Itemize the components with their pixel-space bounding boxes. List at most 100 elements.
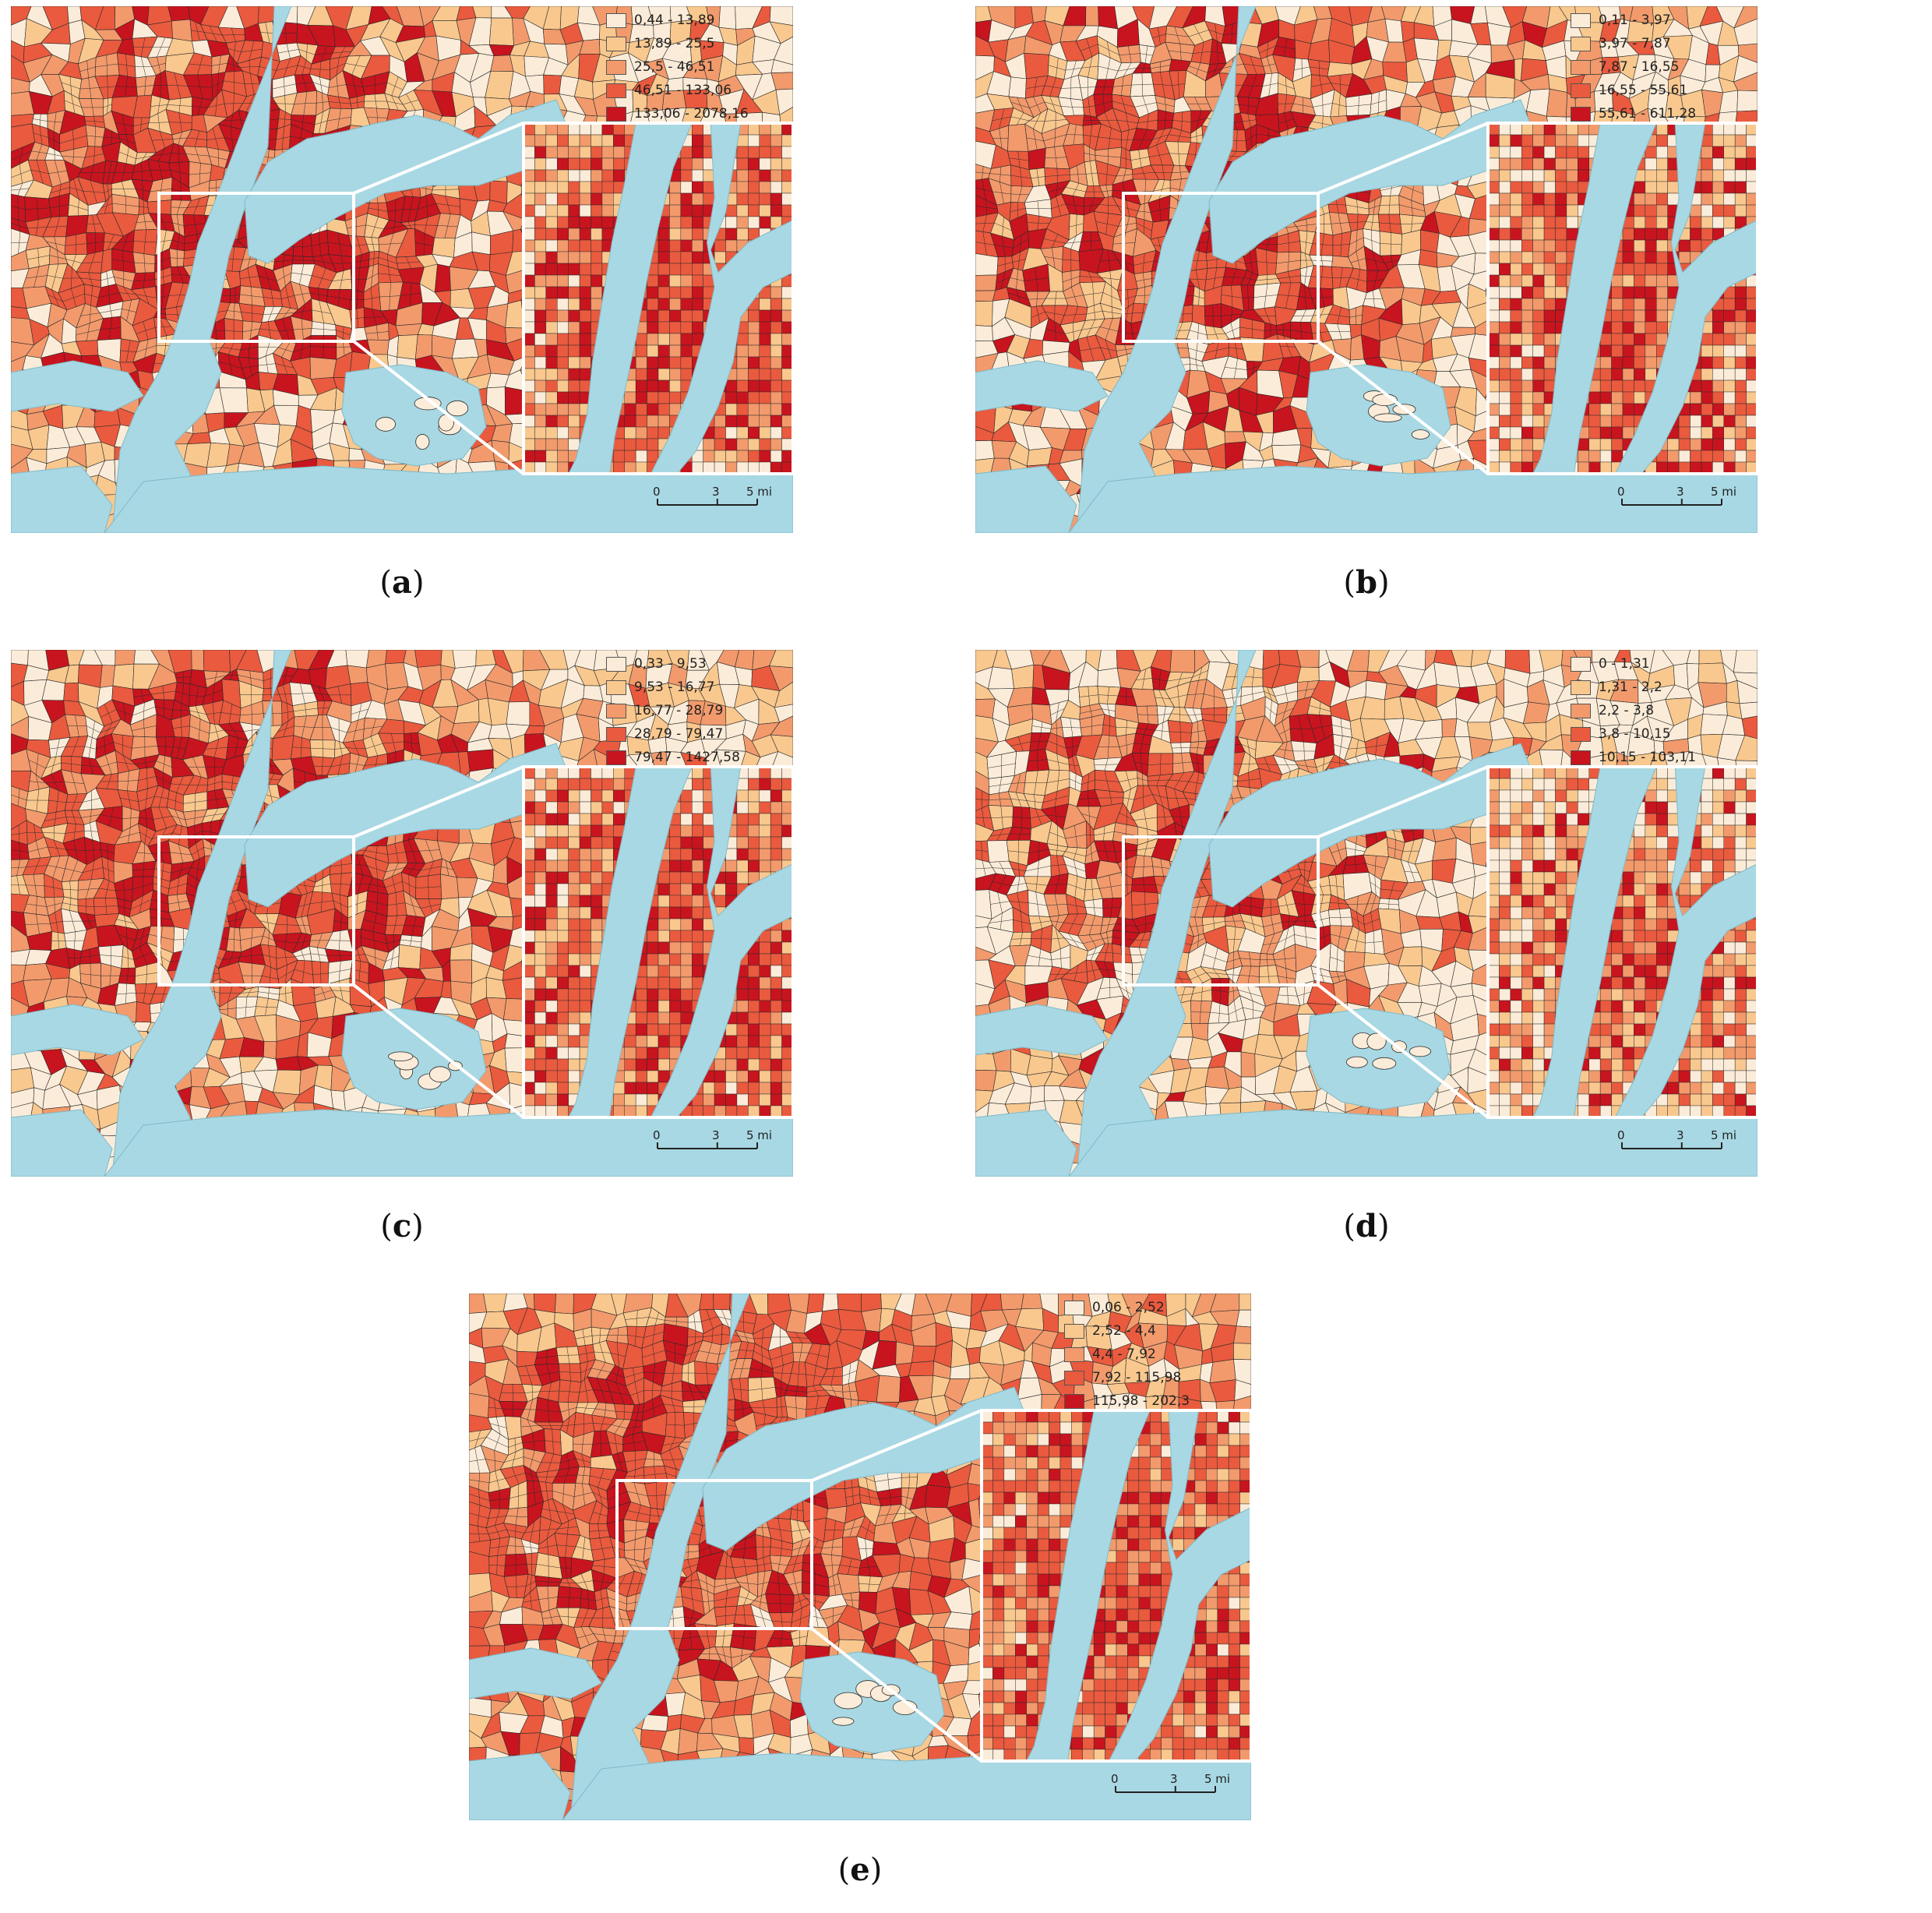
inset-tract <box>748 310 759 322</box>
inset-tract <box>782 205 793 217</box>
inset-tract <box>1612 322 1623 334</box>
inset-tract <box>1623 427 1634 439</box>
inset-tract <box>1499 275 1510 287</box>
inset-tract <box>557 182 568 193</box>
inset-tract <box>569 205 580 217</box>
inset-tract <box>625 415 636 427</box>
inset-tract <box>1521 263 1532 275</box>
inset-tract <box>692 170 703 182</box>
inset-tract <box>1488 263 1499 275</box>
census-tract <box>11 650 28 665</box>
inset-tract <box>1511 392 1521 404</box>
inset-tract <box>1533 298 1544 310</box>
inset-tract <box>1533 345 1544 357</box>
census-tract <box>367 340 389 355</box>
inset-tract <box>1690 404 1701 415</box>
legend-label: 46,51 - 133,06 <box>634 83 732 98</box>
inset-tract <box>1690 450 1701 462</box>
inset-tract <box>770 205 781 217</box>
inset-tract <box>524 450 534 462</box>
inset-tract <box>1701 170 1712 182</box>
inset-tract <box>1521 217 1532 228</box>
inset-tract <box>1521 135 1532 146</box>
inset-tract <box>580 287 591 298</box>
inset-tract <box>1735 427 1746 439</box>
inset-tract <box>1612 369 1623 380</box>
island <box>1412 430 1429 439</box>
inset-tract <box>1511 135 1521 146</box>
inset-tract <box>782 415 793 427</box>
inset-tract <box>1668 450 1679 462</box>
inset-tract <box>1533 263 1544 275</box>
inset-tract <box>1623 263 1634 275</box>
inset-tract <box>546 427 557 439</box>
inset-tract <box>1701 462 1712 474</box>
inset-tract <box>1578 439 1588 450</box>
inset-tract <box>1499 205 1510 217</box>
inset-tract <box>625 450 636 462</box>
inset-tract <box>1747 392 1757 404</box>
inset-tract <box>534 439 545 450</box>
inset-tract <box>557 228 568 240</box>
inset-tract <box>569 240 580 252</box>
inset-tract <box>658 345 669 357</box>
inset-tract <box>524 182 534 193</box>
census-tract <box>397 335 418 360</box>
inset-tract <box>1600 380 1611 392</box>
inset-tract <box>1645 193 1656 205</box>
inset-tract <box>580 240 591 252</box>
inset-tract <box>726 439 737 450</box>
inset-tract <box>1679 240 1690 252</box>
inset-tract <box>782 182 793 193</box>
inset-tract <box>1488 135 1499 146</box>
inset-tract <box>748 345 759 357</box>
inset-tract <box>1701 427 1712 439</box>
inset-tract <box>1578 170 1588 182</box>
inset-tract <box>714 450 725 462</box>
inset-tract <box>1488 170 1499 182</box>
inset-tract <box>534 427 545 439</box>
inset-tract <box>580 322 591 334</box>
inset-tract <box>669 310 680 322</box>
inset-tract <box>613 170 624 182</box>
inset-tract <box>1701 334 1712 345</box>
census-tract <box>1737 90 1757 111</box>
inset-tract <box>770 450 781 462</box>
inset-tract <box>1511 439 1521 450</box>
inset-tract <box>546 240 557 252</box>
inset-tract <box>1567 170 1578 182</box>
census-tract <box>491 55 513 72</box>
inset-tract <box>737 228 748 240</box>
inset-tract <box>1712 170 1723 182</box>
inset-tract <box>760 205 770 217</box>
inset-tract <box>1623 298 1634 310</box>
inset-tract <box>1499 462 1510 474</box>
inset-tract <box>748 427 759 439</box>
inset-tract <box>580 193 591 205</box>
inset-tract <box>1511 170 1521 182</box>
inset-tract <box>1533 357 1544 369</box>
inset-tract <box>1533 334 1544 345</box>
inset-tract <box>546 392 557 404</box>
inset-tract <box>1656 146 1667 158</box>
inset-tract <box>1724 404 1735 415</box>
inset-tract <box>580 182 591 193</box>
inset-tract <box>1521 193 1532 205</box>
inset-tract <box>534 228 545 240</box>
census-tract <box>115 650 136 665</box>
inset-tract <box>1701 380 1712 392</box>
inset-tract <box>1488 240 1499 252</box>
inset-tract <box>1612 287 1623 298</box>
inset-tract <box>591 228 602 240</box>
inset-tract <box>692 322 703 334</box>
inset-tract <box>546 123 557 135</box>
inset-tract <box>760 146 770 158</box>
inset-tract <box>1544 193 1555 205</box>
inset-tract <box>546 345 557 357</box>
inset-tract <box>1656 193 1667 205</box>
inset-tract <box>760 334 770 345</box>
inset-tract <box>658 392 669 404</box>
census-tract <box>415 650 442 668</box>
inset-tract <box>737 439 748 450</box>
